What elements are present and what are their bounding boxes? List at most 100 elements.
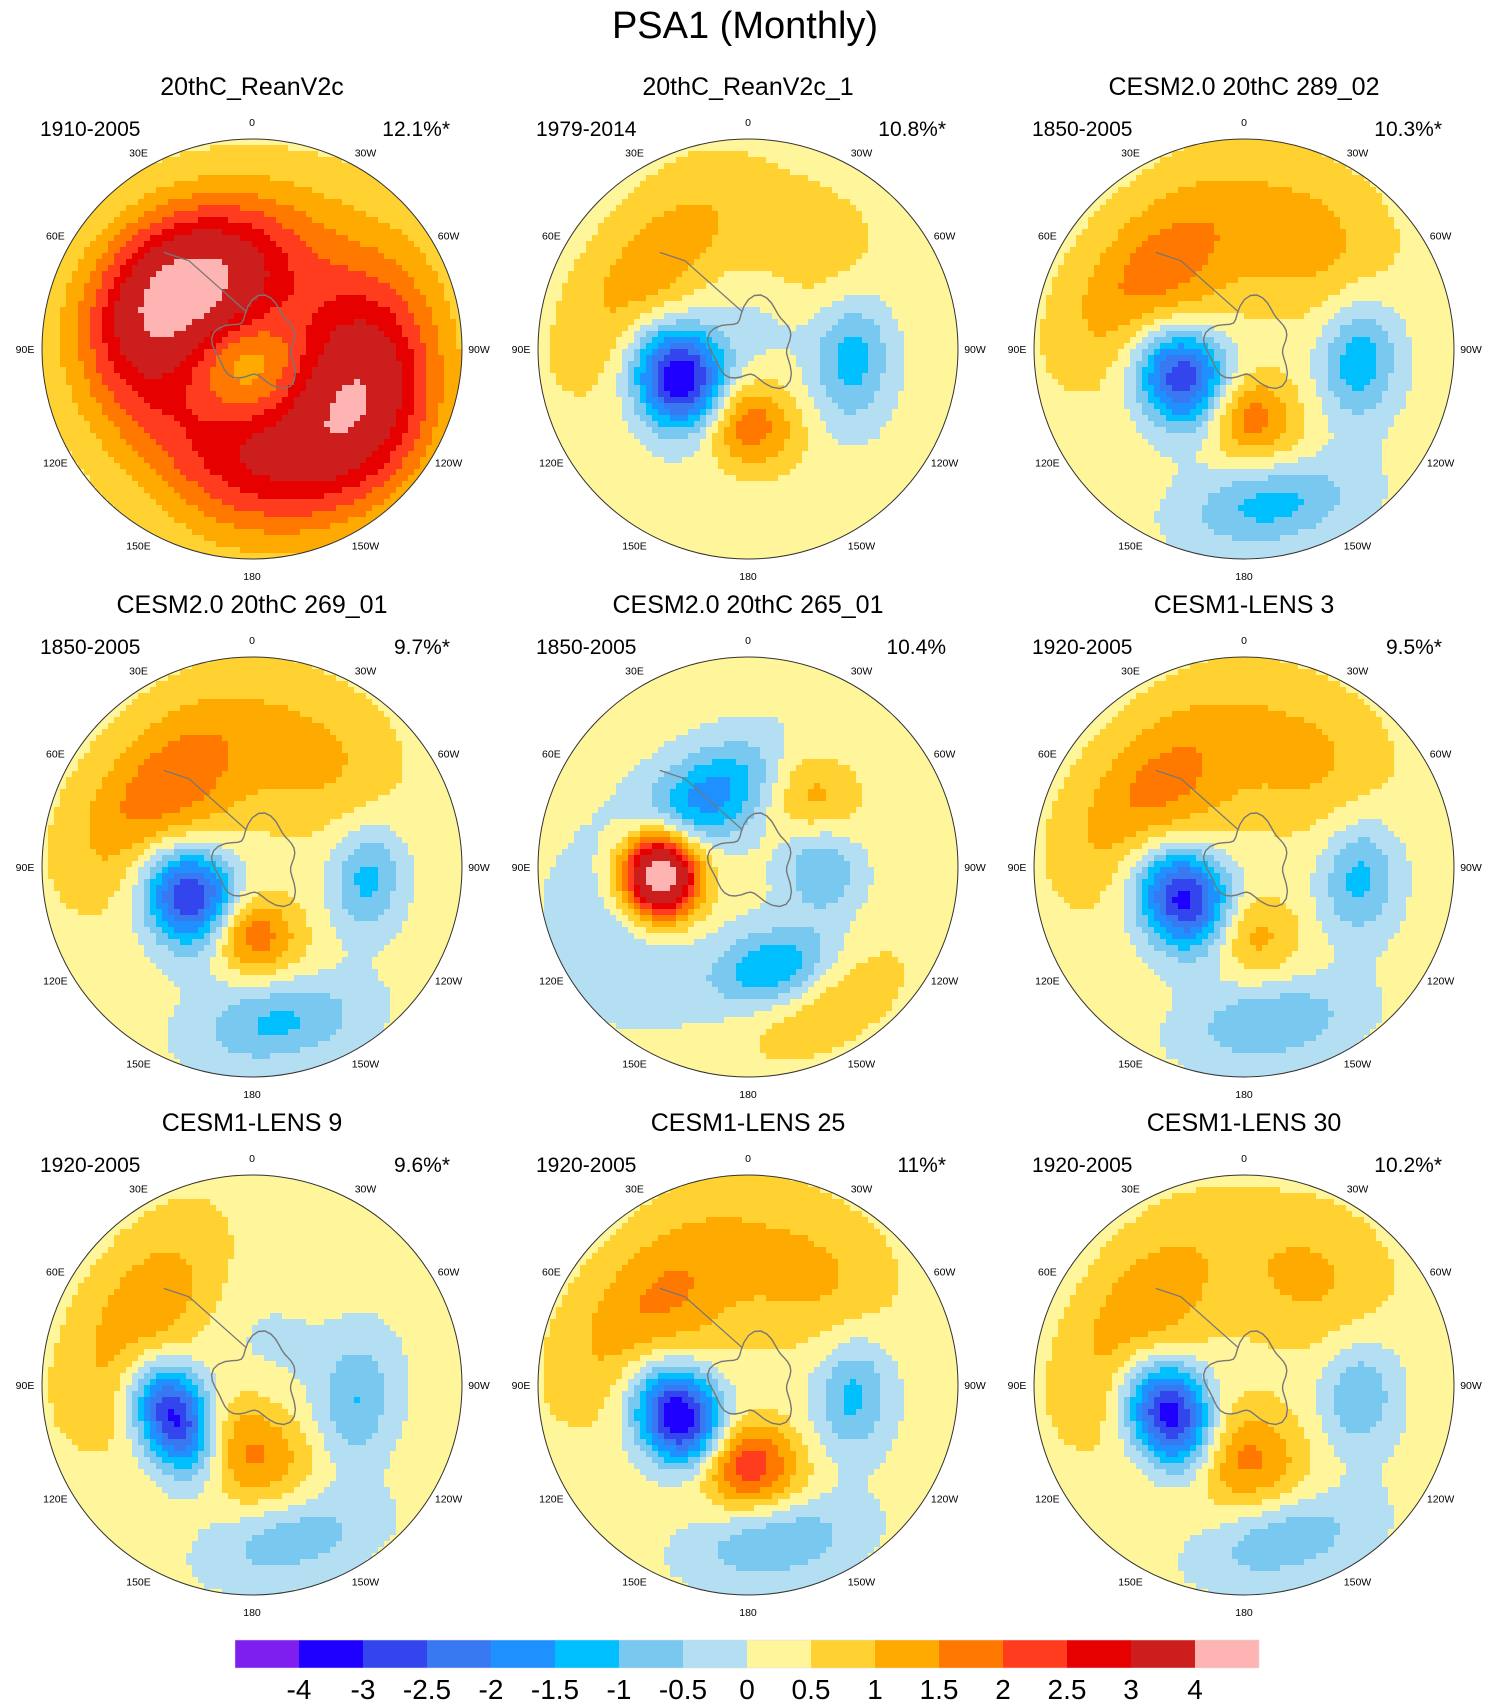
longitude-label: 30W	[851, 665, 873, 677]
colorbar-swatch	[1131, 1640, 1195, 1668]
longitude-label: 150E	[1118, 541, 1143, 553]
colorbar-tick-label: 2	[995, 1674, 1011, 1705]
longitude-label: 120W	[931, 1494, 959, 1506]
longitude-label: 180	[243, 571, 261, 583]
longitude-label: 120W	[1427, 1494, 1455, 1506]
map-panel: CESM1-LENS 3 1920-2005 9.5%* 0 30E 60E 90E 120E…	[1008, 591, 1482, 1101]
colorbar-tick-label: 3	[1123, 1674, 1139, 1705]
panel-grid: 20thC_ReanV2c 1910-2005 12.1%* 0 30E 60E 90E 12…	[16, 73, 1482, 1619]
map-panel: CESM2.0 20thC 289_02 1850-2005 10.3%* 0 30E 6…	[1008, 73, 1482, 583]
longitude-label: 30W	[851, 1183, 873, 1195]
longitude-label: 90W	[468, 862, 490, 874]
colorbar-frame	[234, 1639, 1260, 1669]
contour-field	[538, 657, 958, 1077]
panel-variance: 9.7%*	[394, 636, 450, 659]
colorbar-swatch	[683, 1640, 747, 1668]
longitude-label: 90W	[964, 862, 986, 874]
colorbar-swatch	[939, 1640, 1003, 1668]
antarctica-coastline	[210, 294, 297, 390]
map-panel: CESM2.0 20thC 265_01 1850-2005 10.4% 0 30E 60…	[512, 591, 986, 1101]
map-boundary	[1033, 138, 1455, 560]
colorbar-swatch	[427, 1640, 491, 1668]
colorbar-tick-label: 4	[1187, 1674, 1203, 1705]
panel-title: CESM1-LENS 25	[651, 1109, 846, 1137]
panel-period: 1920-2005	[40, 1154, 140, 1177]
longitude-label: 30W	[355, 665, 377, 677]
panel-period: 1850-2005	[536, 636, 636, 659]
longitude-label: 60E	[46, 749, 65, 761]
panel-period: 1850-2005	[40, 636, 140, 659]
peninsula-coastline	[659, 251, 743, 312]
panel-title: CESM1-LENS 3	[1154, 591, 1335, 619]
longitude-label: 150W	[848, 541, 876, 553]
colorbar-swatch	[811, 1640, 875, 1668]
longitude-label: 120W	[435, 1494, 463, 1506]
colorbar-swatch	[235, 1640, 299, 1668]
longitude-label: 180	[739, 1089, 757, 1101]
antarctica-coastline	[706, 812, 793, 908]
longitude-label: 30E	[129, 1183, 148, 1195]
peninsula-coastline	[1155, 251, 1239, 312]
antarctica-coastline	[210, 1330, 297, 1426]
longitude-label: 0	[249, 117, 255, 129]
longitude-label: 150E	[126, 1059, 151, 1071]
colorbar-tick-label: -1	[607, 1674, 632, 1705]
panel-variance: 10.8%*	[878, 118, 946, 141]
longitude-label: 120W	[931, 976, 959, 988]
colorbar-swatch	[619, 1640, 683, 1668]
peninsula-coastline	[163, 769, 247, 830]
antarctica-coastline	[1202, 812, 1289, 908]
contour-field	[1034, 1175, 1454, 1595]
peninsula-coastline	[659, 1287, 743, 1348]
antarctica-coastline	[210, 812, 297, 908]
longitude-label: 120E	[1035, 458, 1060, 470]
antarctica-coastline	[1202, 1330, 1289, 1426]
colorbar-tick-label: 1.5	[920, 1674, 959, 1705]
longitude-label: 90E	[512, 344, 531, 356]
longitude-label: 60W	[1430, 749, 1452, 761]
longitude-label: 150E	[1118, 1577, 1143, 1589]
longitude-label: 120W	[435, 458, 463, 470]
longitude-label: 150W	[352, 541, 380, 553]
longitude-label: 150W	[352, 1059, 380, 1071]
longitude-label: 30E	[1121, 665, 1140, 677]
longitude-label: 120W	[435, 976, 463, 988]
longitude-label: 0	[745, 635, 751, 647]
panel-period: 1920-2005	[536, 1154, 636, 1177]
panel-title: CESM2.0 20thC 269_01	[116, 591, 387, 619]
colorbar-swatch	[299, 1640, 363, 1668]
longitude-label: 30W	[355, 1183, 377, 1195]
longitude-label: 60W	[1430, 1267, 1452, 1279]
figure-title: PSA1 (Monthly)	[612, 5, 878, 47]
panel-variance: 10.3%*	[1374, 118, 1442, 141]
map-panel: CESM2.0 20thC 269_01 1850-2005 9.7%* 0 30E 60…	[16, 591, 490, 1101]
longitude-label: 30E	[1121, 147, 1140, 159]
longitude-label: 150E	[126, 1577, 151, 1589]
longitude-label: 60W	[934, 749, 956, 761]
colorbar-tick-label: -2	[479, 1674, 504, 1705]
colorbar-swatch	[555, 1640, 619, 1668]
longitude-label: 60E	[46, 1267, 65, 1279]
antarctica-coastline	[706, 294, 793, 390]
colorbar-tick-label: -3	[351, 1674, 376, 1705]
colorbar-swatch	[1195, 1640, 1259, 1668]
contour-field	[42, 657, 462, 1077]
longitude-label: 60E	[1038, 1267, 1057, 1279]
longitude-label: 150E	[1118, 1059, 1143, 1071]
map-boundary	[537, 1174, 959, 1596]
longitude-label: 180	[1235, 1089, 1253, 1101]
longitude-label: 30W	[1347, 665, 1369, 677]
map-boundary	[1033, 656, 1455, 1078]
longitude-label: 90E	[1008, 1380, 1027, 1392]
longitude-label: 90W	[964, 1380, 986, 1392]
longitude-label: 180	[243, 1607, 261, 1619]
colorbar-tick-label: 0	[739, 1674, 755, 1705]
longitude-label: 180	[739, 571, 757, 583]
contour-field	[42, 1175, 462, 1595]
longitude-label: 90W	[468, 344, 490, 356]
longitude-label: 0	[745, 1153, 751, 1165]
longitude-label: 150W	[848, 1577, 876, 1589]
longitude-label: 30E	[129, 147, 148, 159]
panel-title: 20thC_ReanV2c	[160, 73, 343, 101]
colorbar-tick-label: -0.5	[659, 1674, 707, 1705]
